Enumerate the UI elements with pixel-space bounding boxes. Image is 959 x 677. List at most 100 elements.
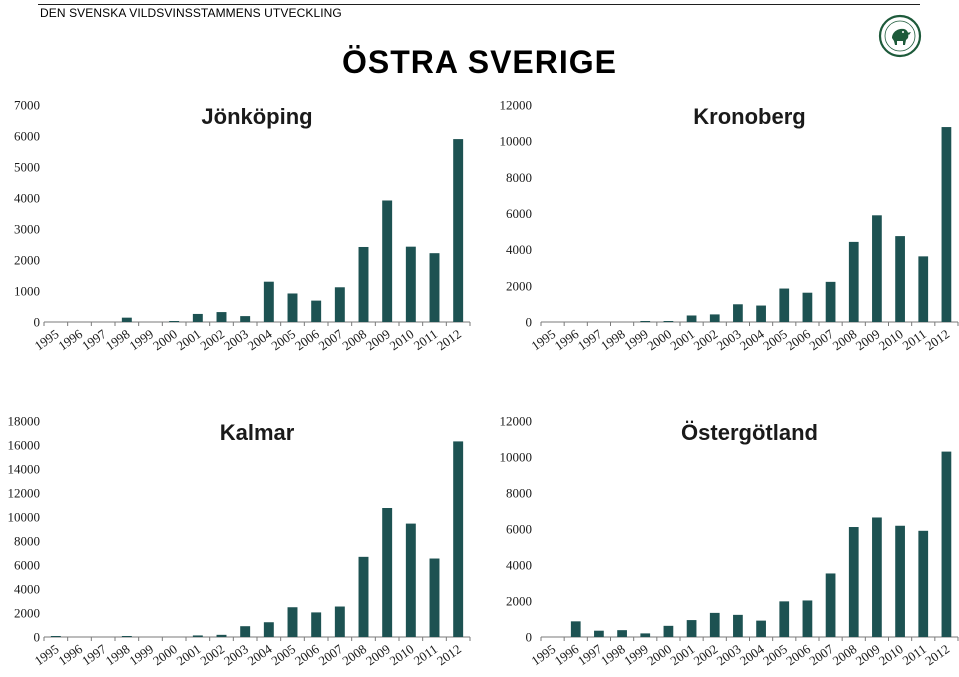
y-tick-label: 3000 — [14, 222, 40, 237]
y-tick-label: 0 — [34, 315, 41, 330]
header-text: DEN SVENSKA VILDSVINSSTAMMENS UTVECKLING — [40, 6, 342, 20]
y-tick-label: 0 — [526, 630, 533, 645]
bar-2006 — [802, 292, 813, 322]
bar-2001 — [192, 313, 203, 322]
bar-2004 — [756, 620, 766, 637]
bar-2000 — [663, 321, 674, 322]
bar-2010 — [405, 246, 416, 322]
bar-2006 — [802, 600, 813, 637]
bar-2010 — [895, 236, 905, 322]
bar-2005 — [779, 601, 790, 637]
y-tick-label: 0 — [34, 630, 41, 645]
y-tick-label: 16000 — [8, 438, 41, 453]
bar-2002 — [216, 312, 227, 322]
bar-2007 — [334, 606, 345, 637]
chart-title: Jönköping — [201, 104, 312, 129]
bar-2004 — [263, 622, 274, 637]
bar-2009 — [382, 508, 393, 637]
bar-1998 — [121, 317, 132, 322]
bar-2006 — [311, 300, 322, 322]
bar-1999 — [640, 633, 651, 637]
header-rule — [38, 4, 920, 5]
boar-seal-icon — [878, 14, 922, 58]
bar-2006 — [311, 612, 322, 637]
y-tick-label: 8000 — [14, 534, 40, 549]
bar-2012 — [941, 451, 952, 637]
bar-1998 — [121, 636, 132, 637]
y-tick-label: 10000 — [500, 450, 533, 465]
y-tick-label: 2000 — [506, 594, 532, 609]
chart-title: Kronoberg — [693, 104, 805, 129]
y-tick-label: 2000 — [506, 278, 532, 293]
bar-2008 — [848, 527, 859, 637]
y-tick-label: 6000 — [506, 522, 532, 537]
bar-1999 — [640, 321, 651, 322]
y-tick-label: 4000 — [506, 242, 532, 257]
y-tick-label: 12000 — [8, 486, 41, 501]
y-tick-label: 4000 — [14, 582, 40, 597]
y-tick-label: 5000 — [14, 160, 40, 175]
y-tick-label: 1000 — [14, 284, 40, 299]
y-tick-label: 0 — [526, 315, 533, 330]
page-title: ÖSTRA SVERIGE — [342, 44, 617, 80]
bar-2011 — [918, 256, 929, 322]
bar-2002 — [709, 314, 720, 322]
y-tick-label: 4000 — [506, 558, 532, 573]
y-tick-label: 10000 — [500, 134, 533, 149]
y-tick-label: 18000 — [8, 414, 41, 429]
chart-panel-0: Jönköping0100020003000400050006000700019… — [14, 98, 471, 353]
bar-2005 — [779, 288, 790, 322]
bar-2003 — [240, 316, 251, 322]
y-tick-label: 8000 — [506, 170, 532, 185]
bar-1996 — [570, 621, 581, 637]
chart-panel-2: Kalmar 0 2000 4000 6000 8000 10000 12000 14000 16… — [8, 414, 471, 668]
bar-2008 — [358, 246, 369, 322]
bar-2000 — [663, 625, 674, 637]
bar-1995 — [50, 636, 61, 637]
bar-2005 — [287, 607, 298, 637]
bar-2009 — [382, 200, 393, 322]
bar-2007 — [825, 281, 836, 322]
x-tick-label: 2012 — [922, 641, 952, 668]
y-tick-label: 14000 — [8, 462, 41, 477]
y-tick-label: 6000 — [14, 558, 40, 573]
x-tick-label: 2012 — [434, 326, 464, 353]
y-tick-label: 12000 — [500, 414, 533, 429]
bar-2000 — [169, 321, 180, 322]
bar-2011 — [429, 253, 440, 322]
bar-2009 — [872, 517, 882, 637]
y-tick-label: 2000 — [14, 253, 40, 268]
bar-2011 — [429, 558, 440, 637]
chart-title: Kalmar — [220, 420, 295, 445]
y-tick-label: 10000 — [8, 510, 41, 525]
bar-2010 — [405, 523, 416, 637]
bar-2002 — [709, 612, 720, 637]
chart-title: Östergötland — [681, 420, 818, 445]
bar-2001 — [686, 620, 697, 637]
bar-2004 — [263, 281, 274, 322]
bar-2012 — [453, 441, 464, 637]
y-tick-label: 12000 — [500, 98, 533, 113]
bar-2007 — [334, 287, 345, 322]
bar-2005 — [287, 293, 298, 322]
bar-2008 — [358, 556, 369, 637]
bar-2003 — [733, 614, 743, 637]
bar-2009 — [872, 215, 882, 322]
bar-2012 — [941, 127, 952, 322]
y-tick-label: 2000 — [14, 606, 40, 621]
y-tick-label: 6000 — [14, 129, 40, 144]
y-tick-label: 8000 — [506, 486, 532, 501]
bar-2001 — [686, 315, 697, 322]
y-tick-label: 4000 — [14, 191, 40, 206]
y-tick-label: 6000 — [506, 206, 532, 221]
chart-panel-3: Östergötland0200040006000800010000120001… — [500, 414, 959, 668]
bar-2007 — [825, 573, 836, 637]
bar-2011 — [918, 530, 929, 637]
chart-panel-1: Kronoberg0200040006000800010000120001995… — [500, 98, 959, 353]
bar-2003 — [240, 626, 251, 637]
x-tick-label: 2012 — [922, 326, 952, 353]
bar-2012 — [453, 139, 464, 322]
bar-2002 — [216, 634, 227, 637]
y-tick-label: 7000 — [14, 98, 40, 113]
